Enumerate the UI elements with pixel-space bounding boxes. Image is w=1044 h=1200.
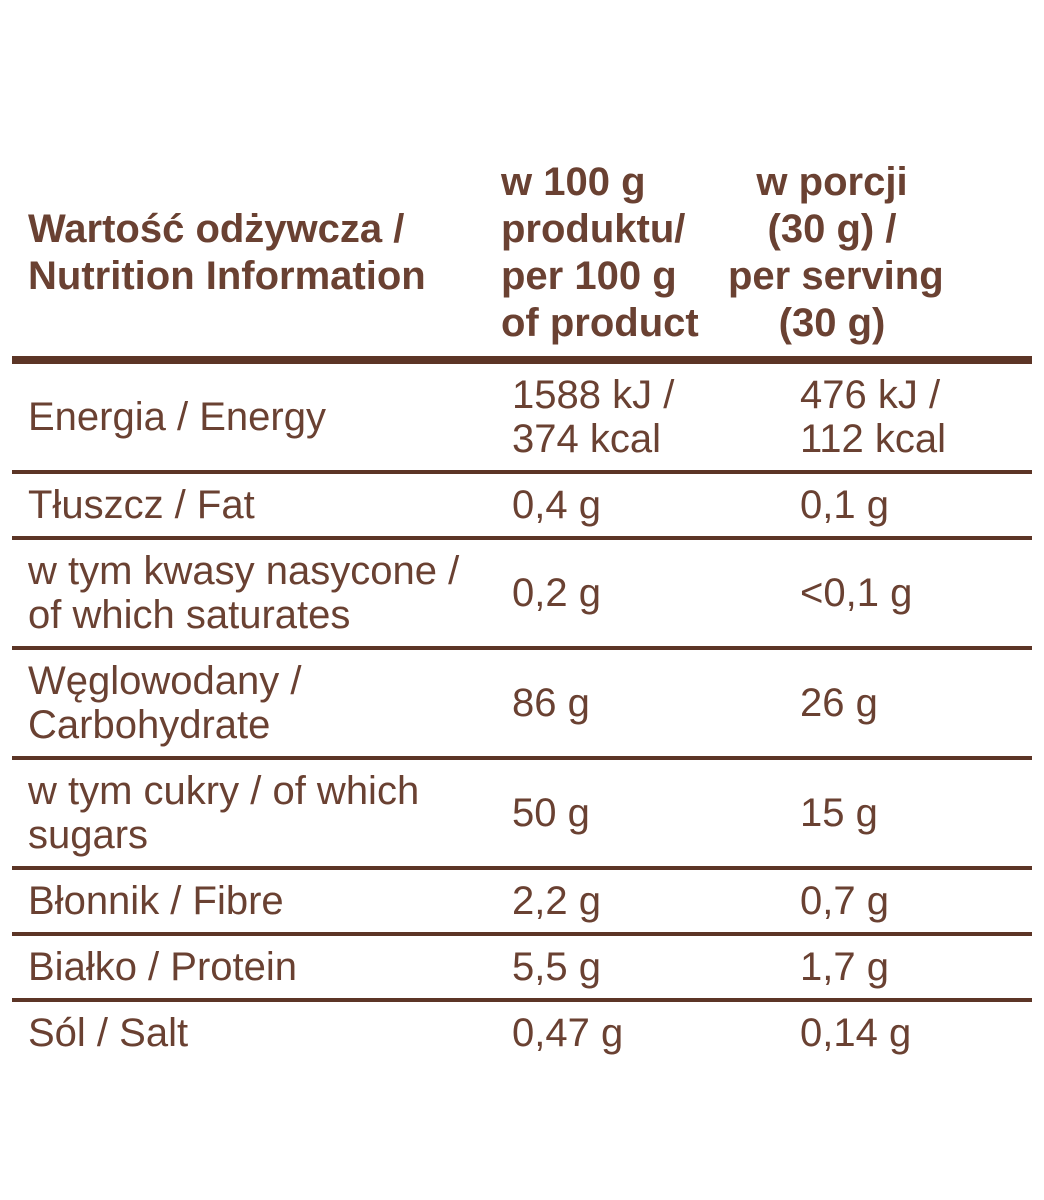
row-value-per-serving: 0,1 g — [800, 483, 889, 527]
column-header-per-100g: w 100 g produktu/ per 100 g of product — [501, 160, 699, 345]
row-value-per-100g: 1588 kJ / 374 kcal — [512, 373, 675, 461]
table-header-row: Wartość odżywcza / Nutrition Information… — [12, 150, 1032, 364]
row-value-per-100g: 5,5 g — [512, 945, 601, 989]
row-value-per-100g: 0,2 g — [512, 571, 601, 615]
nutrition-table: Wartość odżywcza / Nutrition Information… — [12, 150, 1032, 1064]
row-value-per-serving: 26 g — [800, 681, 878, 725]
column-header-nutrition-information: Wartość odżywcza / Nutrition Information — [28, 207, 426, 298]
row-value-per-serving: 0,7 g — [800, 879, 889, 923]
row-value-per-100g: 50 g — [512, 791, 590, 835]
table-row-fibre: Błonnik / Fibre 2,2 g 0,7 g — [12, 870, 1032, 936]
table-row-carbohydrate: Węglowodany / Carbohydrate 86 g 26 g — [12, 650, 1032, 760]
row-value-per-100g: 86 g — [512, 681, 590, 725]
row-value-per-serving: 15 g — [800, 791, 878, 835]
row-label: Węglowodany / Carbohydrate — [28, 659, 302, 747]
row-label: Tłuszcz / Fat — [28, 483, 255, 527]
row-value-per-100g: 2,2 g — [512, 879, 601, 923]
table-row-salt: Sól / Salt 0,47 g 0,14 g — [12, 1002, 1032, 1064]
row-value-per-100g: 0,4 g — [512, 483, 601, 527]
table-row-protein: Białko / Protein 5,5 g 1,7 g — [12, 936, 1032, 1002]
row-label: Białko / Protein — [28, 945, 298, 989]
row-value-per-serving: 476 kJ / 112 kcal — [800, 373, 947, 461]
row-label: Błonnik / Fibre — [28, 879, 284, 923]
table-row-energy: Energia / Energy 1588 kJ / 374 kcal 476 … — [12, 364, 1032, 474]
table-row-saturates: w tym kwasy nasycone / of which saturate… — [12, 540, 1032, 650]
table-row-sugars: w tym cukry / of which sugars 50 g 15 g — [12, 760, 1032, 870]
column-header-per-serving: w porcji (30 g) / per serving (30 g) — [728, 160, 944, 345]
row-label: w tym cukry / of which sugars — [28, 769, 420, 857]
row-value-per-serving: 1,7 g — [800, 945, 889, 989]
row-label: w tym kwasy nasycone / of which saturate… — [28, 549, 460, 637]
row-value-per-100g: 0,47 g — [512, 1011, 624, 1055]
row-value-per-serving: <0,1 g — [800, 571, 913, 615]
table-row-fat: Tłuszcz / Fat 0,4 g 0,1 g — [12, 474, 1032, 540]
row-label: Energia / Energy — [28, 395, 326, 439]
row-value-per-serving: 0,14 g — [800, 1011, 912, 1055]
row-label: Sól / Salt — [28, 1011, 189, 1055]
